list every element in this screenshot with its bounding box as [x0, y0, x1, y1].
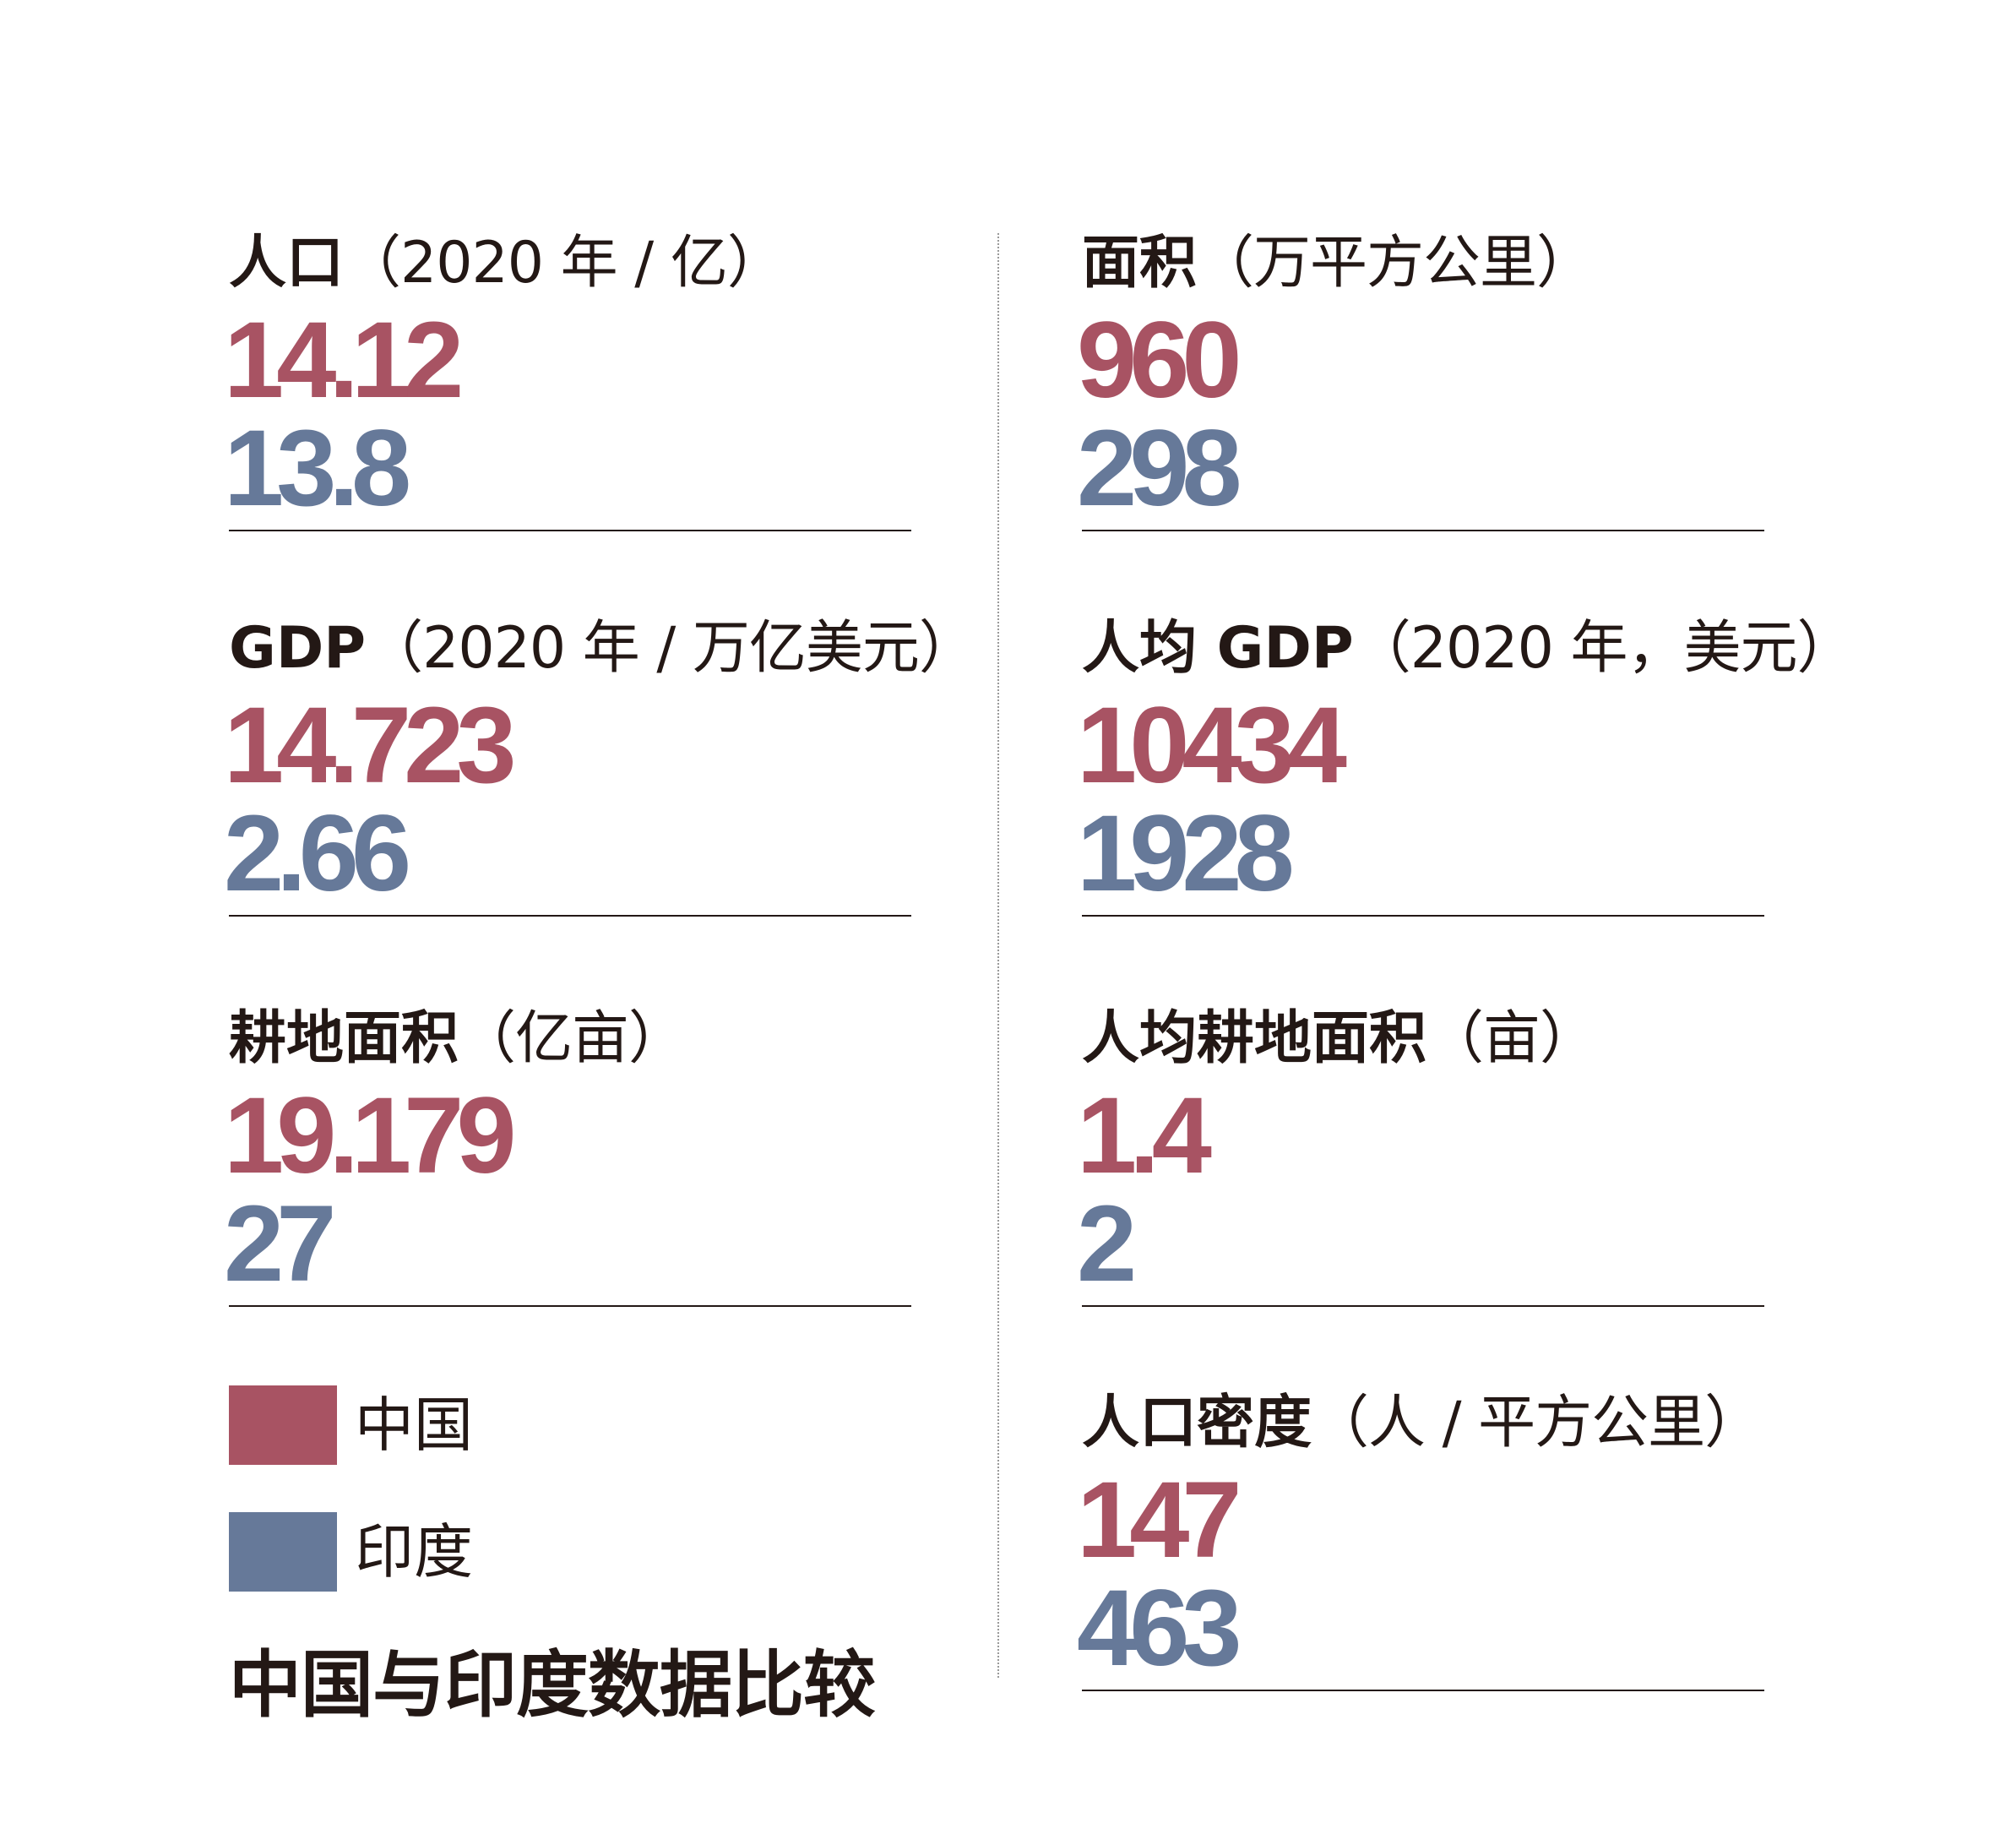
china-value: 147	[1077, 1460, 1242, 1581]
metric-title: 耕地面积（亿亩）	[229, 997, 686, 1081]
metric-unit: （2020 年 / 万亿美元）	[366, 615, 976, 682]
legend-label-india: 印度	[355, 1517, 473, 1586]
legend-label-china: 中国	[355, 1391, 473, 1460]
metric-title: 人均 GDP（2020 年，美元）	[1082, 607, 1855, 691]
metric-area: 面积（万平方公里） 960 298	[1077, 221, 1764, 531]
divider-rule	[1082, 915, 1764, 917]
india-value: 27	[224, 1184, 336, 1304]
india-value: 298	[1077, 408, 1242, 529]
metric-arable-land: 耕地面积（亿亩） 19.179 27	[224, 997, 911, 1307]
china-value: 10434	[1077, 685, 1347, 806]
metric-label: 耕地面积	[229, 1005, 459, 1072]
metric-gdp: GDP（2020 年 / 万亿美元） 14.723 2.66	[224, 607, 976, 917]
india-value: 13.8	[224, 408, 411, 529]
divider-rule	[229, 530, 911, 531]
legend-swatch-china	[229, 1385, 337, 1465]
metric-arable-land-per-capita: 人均耕地面积（亩） 1.4 2	[1077, 997, 1764, 1307]
metric-label: GDP	[229, 615, 367, 682]
metric-title: GDP（2020 年 / 万亿美元）	[229, 607, 976, 691]
india-value: 463	[1077, 1568, 1242, 1689]
india-value: 2	[1077, 1184, 1137, 1304]
divider-rule	[1082, 1305, 1764, 1307]
metric-unit: （2020 年，美元）	[1353, 615, 1855, 682]
divider-rule	[1082, 1690, 1764, 1691]
metric-population: 人口（2020 年 / 亿） 14.12 13.8	[224, 221, 911, 531]
metric-unit: （亿亩）	[459, 1005, 686, 1072]
china-value: 1.4	[1077, 1075, 1212, 1196]
china-value: 14.12	[224, 300, 464, 421]
column-divider	[997, 233, 999, 1678]
metric-label: 面积	[1082, 230, 1198, 297]
metric-label: 人均 GDP	[1082, 615, 1354, 682]
metric-population-density: 人口密度（人 / 平方公里） 147 463	[1077, 1381, 1764, 1691]
metric-title: 面积（万平方公里）	[1082, 221, 1594, 306]
metric-gdp-per-capita: 人均 GDP（2020 年，美元） 10434 1928	[1077, 607, 1854, 917]
metric-unit: （2020 年 / 亿）	[344, 230, 785, 297]
metric-unit: （人 / 平方公里）	[1312, 1390, 1762, 1456]
chart-title: 中国与印度数据比较	[229, 1643, 876, 1728]
india-value: 2.66	[224, 793, 411, 914]
metric-label: 人口	[229, 230, 345, 297]
china-value: 14.723	[224, 685, 516, 806]
india-value: 1928	[1077, 793, 1295, 914]
legend-swatch-india	[229, 1512, 337, 1592]
divider-rule	[1082, 530, 1764, 531]
divider-rule	[229, 1305, 911, 1307]
metric-label: 人均耕地面积	[1082, 1005, 1427, 1072]
china-value: 19.179	[224, 1075, 516, 1196]
metric-title: 人口密度（人 / 平方公里）	[1082, 1381, 1762, 1466]
metric-title: 人均耕地面积（亩）	[1082, 997, 1597, 1081]
metric-title: 人口（2020 年 / 亿）	[229, 221, 785, 306]
divider-rule	[229, 915, 911, 917]
metric-label: 人口密度	[1082, 1390, 1312, 1456]
metric-unit: （万平方公里）	[1197, 230, 1594, 297]
china-value: 960	[1077, 300, 1242, 421]
metric-unit: （亩）	[1426, 1005, 1597, 1072]
